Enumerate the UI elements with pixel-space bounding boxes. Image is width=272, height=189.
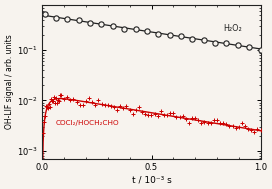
Text: H₂O₂: H₂O₂ bbox=[224, 24, 242, 33]
Y-axis label: OH-LIF signal / arb. units: OH-LIF signal / arb. units bbox=[5, 34, 14, 129]
Text: COCl₂/HOCH₂CHO: COCl₂/HOCH₂CHO bbox=[55, 120, 119, 126]
X-axis label: t / 10⁻³ s: t / 10⁻³ s bbox=[132, 175, 171, 184]
